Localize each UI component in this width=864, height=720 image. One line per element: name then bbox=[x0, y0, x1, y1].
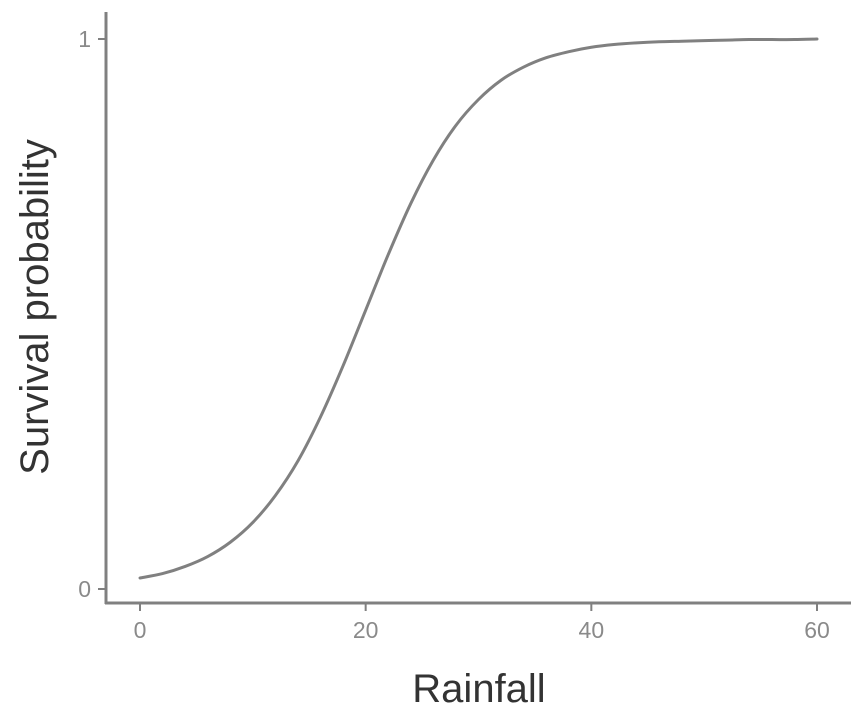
y-tick-label: 1 bbox=[78, 26, 91, 52]
x-tick-label: 20 bbox=[353, 617, 379, 643]
y-axis-title: Survival probability bbox=[13, 139, 57, 475]
x-tick-label: 0 bbox=[134, 617, 147, 643]
series-line-0 bbox=[138, 37, 819, 580]
plot-area bbox=[138, 37, 819, 580]
x-tick-label: 40 bbox=[579, 617, 605, 643]
y-axis-ticks: 01 bbox=[78, 26, 106, 602]
x-axis-ticks: 0 20 40 60 bbox=[134, 603, 830, 643]
y-tick-label: 0 bbox=[78, 576, 91, 602]
x-axis-title: Rainfall bbox=[412, 667, 545, 711]
x-tick-label: 60 bbox=[804, 617, 830, 643]
